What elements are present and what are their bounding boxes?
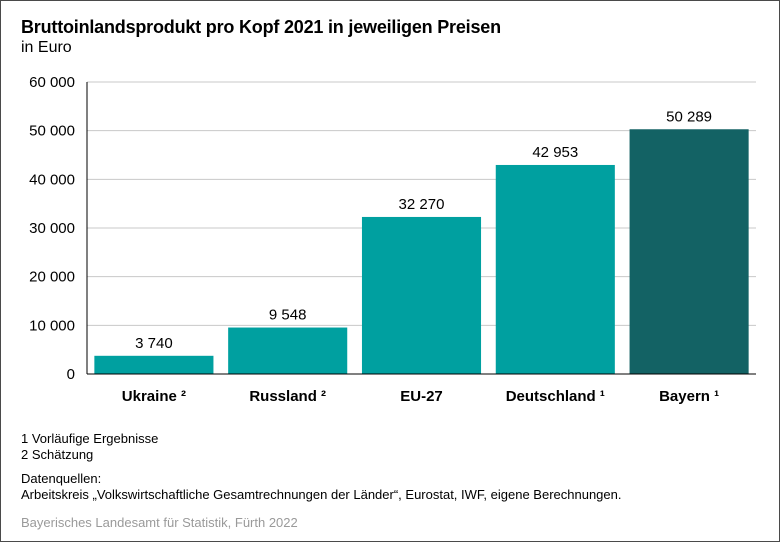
y-tick-label: 60 000 xyxy=(29,74,75,91)
bar xyxy=(495,164,615,374)
data-label: 9 548 xyxy=(269,307,307,324)
footnote-1: 1 Vorläufige Ergebnisse xyxy=(21,431,159,446)
bar xyxy=(94,355,214,374)
sources-label: Datenquellen: xyxy=(21,471,102,486)
bar xyxy=(361,216,482,374)
sources-text: Arbeitskreis „Volkswirtschaftliche Gesam… xyxy=(21,487,622,502)
data-label: 42 953 xyxy=(532,144,578,161)
bar-chart: 0 10 000 20 000 30 000 40 000 50 000 60 000 3 7… xyxy=(29,74,756,405)
y-tick-label: 50 000 xyxy=(29,123,75,140)
y-tick-label: 30 000 xyxy=(29,220,75,237)
data-label: 32 270 xyxy=(399,196,445,213)
footnote-2: 2 Schätzung xyxy=(21,447,94,462)
x-tick-label: Russland ² xyxy=(249,388,326,405)
chart-subtitle: in Euro xyxy=(21,39,72,56)
y-tick-label: 0 xyxy=(67,366,75,383)
data-sources: Datenquellen: Arbeitskreis „Volkswirtsch… xyxy=(21,471,621,503)
footnotes: 1 Vorläufige Ergebnisse 2 Schätzung xyxy=(21,431,158,463)
data-label: 3 740 xyxy=(135,335,173,352)
x-tick-label: EU-27 xyxy=(400,388,443,405)
bar xyxy=(629,129,749,374)
y-tick-label: 10 000 xyxy=(29,317,75,334)
data-label: 50 289 xyxy=(666,108,712,125)
bar xyxy=(228,327,348,374)
credit-line: Bayerisches Landesamt für Statistik, Für… xyxy=(21,515,298,530)
y-tick-label: 40 000 xyxy=(29,171,75,188)
x-tick-label: Bayern ¹ xyxy=(659,388,719,405)
chart-title: Bruttoinlandsprodukt pro Kopf 2021 in je… xyxy=(21,17,501,37)
x-tick-label: Deutschland ¹ xyxy=(506,388,605,405)
x-tick-label: Ukraine ² xyxy=(122,388,186,405)
y-tick-label: 20 000 xyxy=(29,269,75,286)
